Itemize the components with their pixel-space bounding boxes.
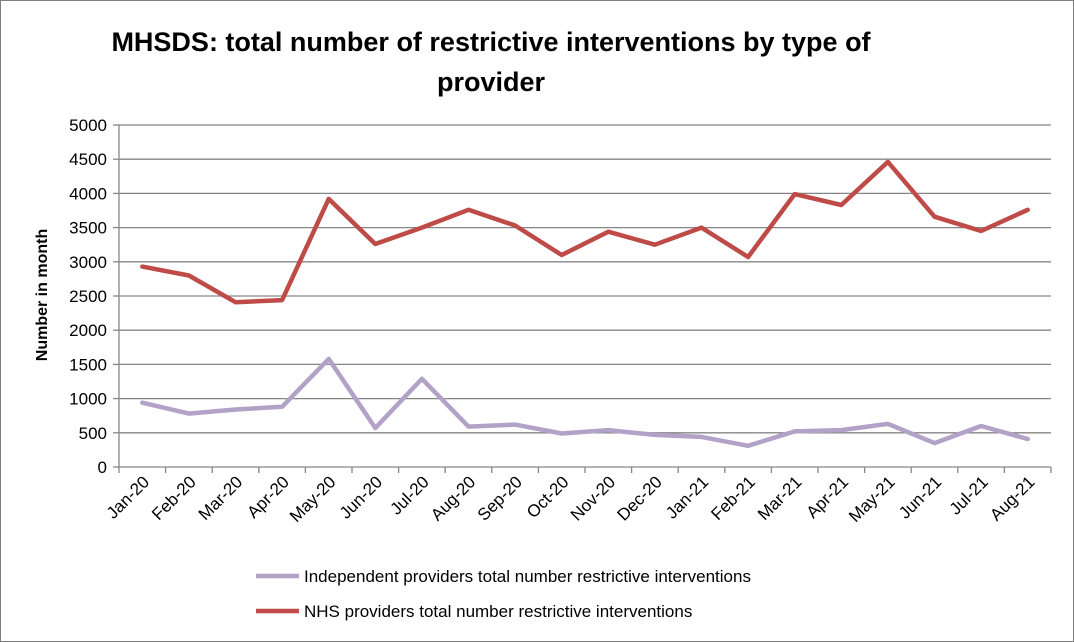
y-tick-label: 0 [98,458,107,477]
x-tick-label: Jan-20 [103,472,153,522]
x-tick-label: Nov-20 [567,472,619,524]
y-tick-label: 1500 [69,355,107,374]
y-tick-label: 3000 [69,253,107,272]
legend: Independent providers total number restr… [256,567,751,621]
y-tick-label: 500 [79,424,107,443]
legend-label: NHS providers total number restrictive i… [304,602,692,621]
x-tick-label: Aug-21 [986,472,1038,524]
y-tick-label: 4500 [69,150,107,169]
x-tick-label: Dec-20 [614,472,666,524]
x-tick-label: Mar-20 [195,472,247,524]
x-tick-label: Sep-20 [474,472,526,524]
y-tick-label: 4000 [69,184,107,203]
x-tick-label: Mar-21 [754,472,806,524]
series-line [140,159,1030,305]
y-axis-label: Number in month [34,229,51,361]
x-tick-label: Apr-21 [803,472,853,522]
x-tick-label: Feb-21 [707,472,759,524]
y-tick-label: 5000 [69,116,107,135]
y-tick-label: 3500 [69,219,107,238]
y-tick-label: 2500 [69,287,107,306]
legend-label: Independent providers total number restr… [304,567,751,586]
y-tick-label: 1000 [69,390,107,409]
x-tick-label: May-20 [286,472,340,526]
x-tick-label: Feb-20 [148,472,200,524]
x-tick-label: Apr-20 [243,472,293,522]
x-tick-label: May-21 [845,472,899,526]
x-tick-label: Oct-20 [523,472,573,522]
gridlines [119,124,1051,434]
y-tick-label: 2000 [69,321,107,340]
series-group [140,159,1030,449]
x-tick-label: Jan-21 [662,472,712,522]
x-tick-label: Jun-20 [336,472,386,522]
x-tick-label: Aug-20 [427,472,479,524]
chart-title-line1: MHSDS: total number of restrictive inter… [111,27,871,57]
x-tick-label: Jul-20 [387,472,433,518]
series-line [140,356,1030,449]
x-tick-label: Jun-21 [895,472,945,522]
x-tick-label: Jul-21 [946,472,992,518]
chart-title-line2: provider [437,67,546,97]
y-axis-ticks: 0 500 1000 1500 2000 2500 3000 3500 4000 4500 5000 [69,116,119,477]
